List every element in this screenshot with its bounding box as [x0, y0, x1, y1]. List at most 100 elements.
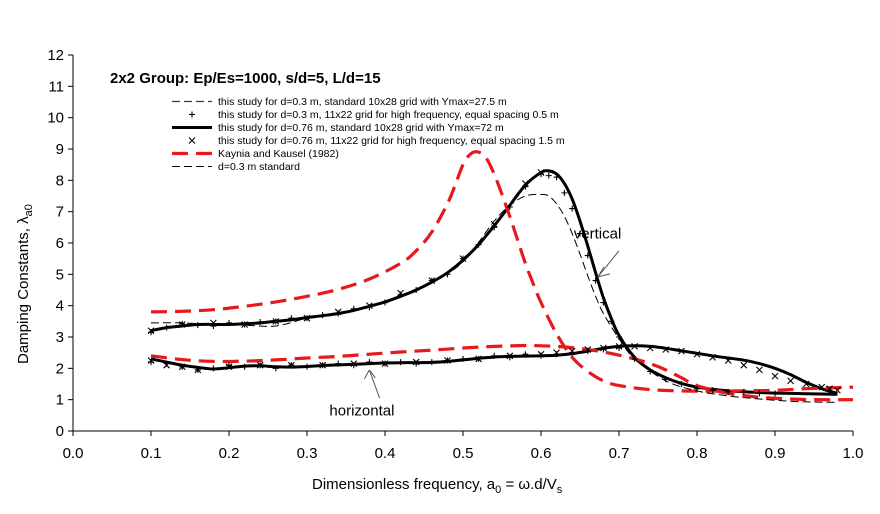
series: [148, 171, 778, 397]
legend-label: this study for d=0.76 m, 11x22 grid for …: [218, 135, 565, 147]
y-tick-label: 1: [56, 392, 64, 409]
data-point-plus: [740, 388, 747, 395]
data-point-plus: [584, 252, 591, 259]
x-tick-label: 0.3: [297, 445, 318, 462]
annotation-vertical-label: vertical: [574, 226, 622, 243]
annotation-horizontal-arrowhead: [363, 369, 376, 380]
data-point-plus: [413, 287, 420, 293]
data-point-plus: [577, 230, 583, 237]
data-point-plus: [592, 277, 599, 284]
legend-label: this study for d=0.76 m, standard 10x28 …: [218, 122, 504, 134]
series: [150, 343, 854, 402]
data-point-cross: [225, 363, 233, 371]
x-axis-title-main: Dimensionless frequency, a: [312, 476, 496, 493]
data-point-plus: [272, 365, 279, 372]
data-point-plus: [210, 365, 217, 372]
legend-item: this study for d=0.76 m, standard 10x28 …: [172, 122, 504, 134]
data-point-plus: [226, 319, 232, 326]
data-point-cross: [397, 289, 404, 297]
axes: [68, 54, 854, 436]
data-point-cross: [693, 350, 701, 358]
data-point-plus: [608, 318, 615, 325]
data-point-cross: [163, 361, 170, 369]
data-point-cross: [787, 377, 794, 385]
data-point-cross: [537, 350, 545, 358]
data-point-plus: [189, 111, 195, 118]
legend-label: Kaynia and Kausel (1982): [218, 148, 339, 160]
series-line: [150, 150, 854, 393]
y-axis-title: Damping Constants, λa0: [15, 204, 35, 364]
data-point-cross: [334, 308, 342, 316]
data-point-plus: [616, 334, 622, 340]
data-point-cross: [826, 385, 833, 393]
series: [150, 150, 854, 393]
x-tick-label: 0.2: [219, 445, 240, 462]
y-tick-label: 6: [56, 235, 64, 252]
data-point-plus: [319, 312, 326, 319]
x-tick-label: 0.0: [63, 445, 84, 462]
legend-item: this study for d=0.76 m, 11x22 grid for …: [188, 135, 565, 147]
data-point-cross: [147, 327, 155, 335]
data-point-cross: [194, 366, 202, 374]
data-point-cross: [272, 317, 280, 325]
data-point-plus: [561, 189, 568, 196]
legend-label: d=0.3 m standard: [218, 161, 300, 173]
y-tick-label: 7: [56, 204, 64, 221]
y-tick-label: 8: [56, 172, 64, 189]
data-point-cross: [553, 349, 560, 357]
legend-item: this study for d=0.3 m, standard 10x28 g…: [172, 96, 507, 108]
annotation-horizontal-label: horizontal: [329, 403, 394, 420]
data-point-cross: [537, 169, 545, 176]
y-tick-label: 11: [48, 78, 64, 95]
data-point-plus: [553, 174, 560, 181]
legend-item: this study for d=0.3 m, 11x22 grid for h…: [189, 109, 559, 121]
x-tick-label: 0.5: [453, 445, 474, 462]
data-point-plus: [725, 388, 732, 395]
data-point-cross: [366, 302, 373, 310]
data-point-cross: [475, 355, 482, 363]
data-point-cross: [288, 361, 295, 369]
legend: this study for d=0.3 m, standard 10x28 g…: [172, 96, 565, 173]
legend-item: Kaynia and Kausel (1982): [172, 148, 339, 160]
data-point-plus: [772, 390, 778, 397]
data-point-cross: [428, 277, 436, 284]
data-point-plus: [491, 224, 498, 231]
data-point-cross: [178, 321, 186, 328]
x-tick-label: 0.7: [609, 445, 630, 462]
data-point-plus: [366, 359, 373, 366]
data-point-cross: [818, 383, 826, 391]
chart-title: 2x2 Group: Ep/Es=1000, s/d=5, L/d=15: [110, 70, 381, 87]
data-point-cross: [381, 360, 389, 368]
data-point-plus: [600, 299, 607, 306]
legend-label: this study for d=0.3 m, 11x22 grid for h…: [218, 109, 559, 121]
data-point-plus: [631, 355, 638, 362]
data-point-cross: [584, 346, 592, 353]
y-tick-label: 0: [56, 423, 64, 440]
data-point-cross: [210, 319, 217, 327]
y-tick-label: 9: [56, 141, 64, 158]
data-point-cross: [631, 343, 638, 350]
data-point-plus: [522, 351, 529, 358]
data-point-cross: [490, 220, 498, 228]
annotation-vertical-arrow: [597, 250, 620, 278]
data-point-cross: [412, 358, 420, 366]
x-axis-title: Dimensionless frequency, a0 = ω.d/Vs: [312, 476, 563, 496]
data-point-cross: [188, 137, 196, 144]
data-point-cross: [646, 344, 654, 352]
data-point-cross: [303, 314, 311, 322]
data-point-plus: [522, 183, 529, 190]
data-point-plus: [694, 385, 700, 392]
data-point-plus: [194, 322, 201, 329]
data-point-plus: [288, 315, 295, 322]
data-point-plus: [397, 359, 404, 366]
data-point-plus: [335, 360, 342, 367]
data-point-plus: [428, 359, 435, 366]
data-point-cross: [459, 255, 467, 263]
data-point-plus: [506, 203, 513, 210]
data-point-cross: [506, 352, 514, 360]
legend-label: this study for d=0.3 m, standard 10x28 g…: [218, 96, 507, 108]
y-axis-title-main: Damping Constants, λ: [15, 216, 32, 364]
data-point-plus: [678, 381, 685, 387]
x-tick-label: 0.6: [531, 445, 552, 462]
